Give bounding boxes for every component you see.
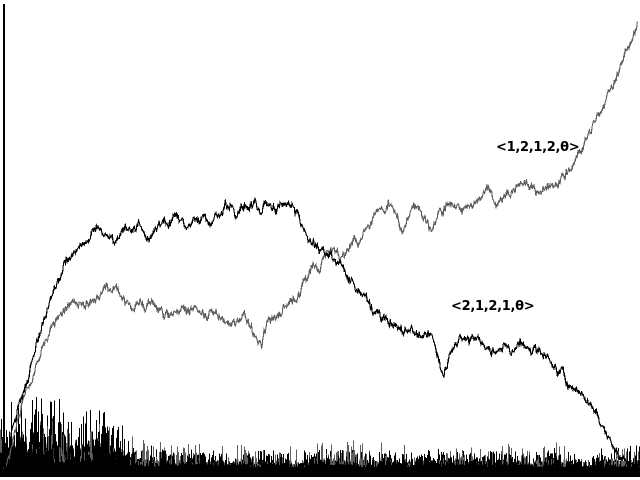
series-line-2-1-2-1-theta — [3, 197, 635, 471]
series-label-2-1-2-1-theta: <2,1,2,1,θ> — [451, 299, 534, 314]
series-label-1-2-1-2-theta: <1,2,1,2,θ> — [496, 140, 579, 155]
y-axis-line — [3, 4, 5, 477]
series-line-1-2-1-2-theta — [3, 21, 639, 471]
x-axis-line — [0, 467, 640, 477]
